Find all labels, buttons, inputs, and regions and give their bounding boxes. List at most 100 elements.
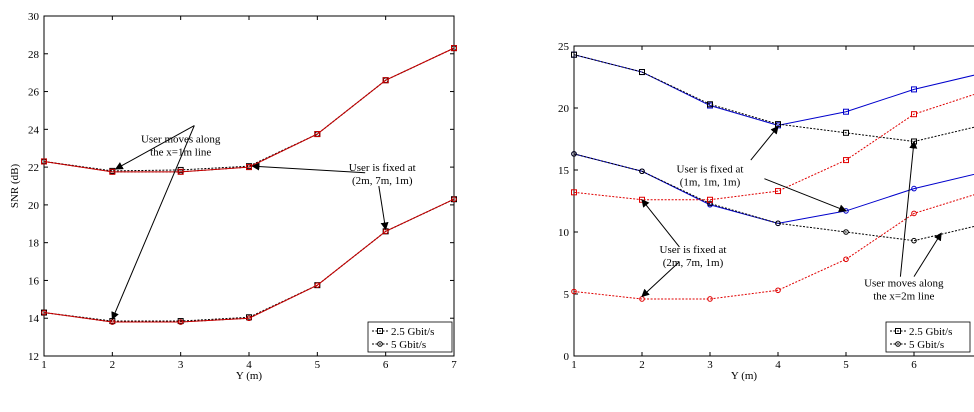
x-tick-label: 1: [41, 359, 47, 371]
annotation-text: (2m, 7m, 1m): [663, 257, 724, 269]
x-tick-label: 5: [843, 359, 849, 371]
y-tick-label: 0: [564, 351, 570, 363]
annotation-text: (2m, 7m, 1m): [352, 175, 413, 187]
data-point: [109, 168, 116, 175]
legend-marker: [895, 341, 901, 347]
y-tick-label: 24: [28, 124, 40, 136]
data-point: [246, 315, 252, 322]
y-tick-label: 20: [28, 200, 40, 212]
annotation-text: User is fixed at: [677, 163, 744, 175]
legend-label: 5 Gbit/s: [909, 339, 944, 351]
x-tick-label: 3: [707, 359, 713, 371]
data-point: [639, 69, 645, 76]
data-point: [571, 288, 577, 295]
data-point: [911, 185, 917, 192]
x-tick-label: 3: [178, 359, 184, 371]
x-axis-label: Y (m): [731, 370, 758, 382]
x-tick-label: 4: [775, 359, 781, 371]
annotation-text: User moves along: [141, 134, 221, 146]
legend-marker: [377, 328, 383, 334]
data-point: [382, 77, 389, 84]
y-axis-label: SNR (dB): [9, 164, 21, 209]
annotation-text: User is fixed at: [660, 244, 727, 256]
data-point: [314, 131, 321, 138]
x-tick-label: 6: [383, 359, 389, 371]
y-tick-label: 16: [28, 275, 40, 287]
y-tick-label: 26: [28, 87, 40, 99]
data-point: [571, 151, 577, 157]
data-point: [451, 196, 457, 203]
annotation-text: User is fixed at: [349, 162, 416, 174]
y-tick-label: 10: [558, 227, 570, 239]
y-tick-label: 18: [28, 238, 40, 250]
x-tick-label: 6: [911, 359, 917, 371]
series-line: [43, 198, 455, 323]
legend-box: [885, 321, 971, 353]
y-tick-label: 5: [564, 289, 570, 301]
annotation-arrow: [251, 162, 366, 174]
data-point: [41, 158, 47, 165]
annotation-arrow: [378, 185, 389, 231]
annotation-text: the x=2m line: [873, 291, 934, 303]
data-point: [843, 129, 849, 136]
legend-label: 2.5 Gbit/s: [909, 326, 952, 338]
annotation-arrow: [764, 178, 847, 213]
series-line: [43, 198, 455, 322]
annotation-arrow: [641, 198, 680, 248]
series-line: [573, 194, 974, 300]
x-axis-label: Y (m): [236, 370, 263, 382]
data-point: [177, 168, 184, 175]
y-tick-label: 15: [558, 165, 570, 177]
data-point: [41, 309, 47, 316]
y-tick-label: 28: [28, 49, 40, 61]
annotation-arrow: [111, 125, 195, 321]
annotation-arrow: [641, 261, 680, 298]
annotation-text: User moves along: [864, 278, 944, 290]
x-tick-label: 2: [110, 359, 116, 371]
data-point: [843, 229, 849, 235]
data-point: [911, 86, 917, 93]
data-point: [571, 189, 577, 196]
annotation-arrow: [750, 125, 779, 161]
data-point: [707, 296, 713, 302]
annotation-arrow: [114, 125, 195, 170]
x-tick-label: 1: [571, 359, 577, 371]
data-point: [911, 210, 917, 217]
legend-label: 2.5 Gbit/s: [391, 326, 434, 338]
data-point: [571, 51, 577, 58]
data-point: [639, 168, 645, 175]
x-tick-label: 7: [451, 359, 457, 371]
annotation-text: (1m, 1m, 1m): [680, 176, 741, 188]
data-point: [843, 157, 849, 164]
series-line: [573, 153, 974, 242]
data-point: [843, 256, 849, 263]
annotation-arrow: [913, 232, 942, 277]
data-point: [775, 220, 781, 227]
y-tick-label: 25: [558, 41, 570, 53]
data-point: [911, 237, 917, 244]
data-point: [314, 282, 321, 288]
y-tick-label: 22: [28, 162, 39, 174]
data-point: [707, 101, 713, 108]
series-line: [573, 54, 974, 142]
data-point: [843, 108, 849, 115]
series-line: [43, 47, 455, 173]
y-tick-label: 20: [558, 103, 570, 115]
data-point: [177, 319, 184, 325]
series-line: [43, 198, 455, 323]
legend-box: [367, 321, 453, 353]
data-point: [707, 196, 713, 203]
x-tick-label: 5: [315, 359, 321, 371]
y-tick-label: 30: [28, 11, 40, 23]
plot-frame: [573, 45, 974, 357]
annotation-text: the x=1m line: [150, 147, 211, 159]
data-point: [451, 45, 457, 52]
annotation-arrow: [899, 140, 918, 277]
legend-label: 5 Gbit/s: [391, 339, 426, 351]
legend-marker: [895, 328, 901, 334]
series-line: [43, 47, 455, 173]
x-tick-label: 4: [246, 359, 252, 371]
y-tick-label: 14: [28, 313, 40, 325]
